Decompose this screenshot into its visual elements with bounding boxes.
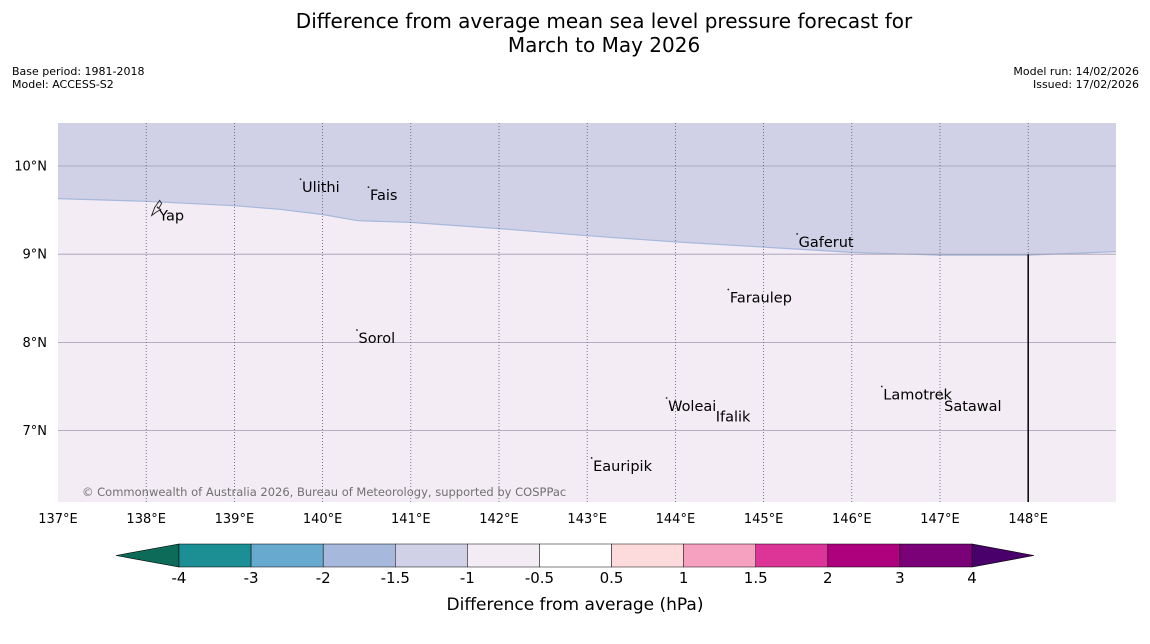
lat-tick-label: 8°N [23, 336, 48, 351]
lon-tick-label: 137°E [38, 512, 78, 527]
colorbar-tick-label: -1.5 [381, 569, 410, 587]
chart-title: Difference from average mean sea level p… [0, 9, 1150, 57]
yap-island-icon [150, 199, 163, 217]
colorbar-swatch [539, 543, 612, 568]
colorbar-title: Difference from average (hPa) [447, 595, 704, 615]
colorbar-tick-label: 0.5 [600, 569, 624, 587]
colorbar-swatch [467, 543, 540, 568]
colorbar-tick-label: -3 [244, 569, 259, 587]
place-marker [796, 233, 799, 235]
title-line-1: Difference from average mean sea level p… [295, 9, 913, 33]
place-label: Gaferut [799, 235, 854, 251]
colorbar-over-arrow [971, 543, 1035, 568]
lon-tick-label: 140°E [303, 512, 343, 527]
colorbar-tick-label: 3 [895, 569, 905, 587]
lon-tick-label: 145°E [744, 512, 784, 527]
place-marker [299, 178, 302, 181]
base-period: Base period: 1981-2018 [12, 65, 145, 78]
lon-tick-label: 141°E [391, 512, 431, 527]
issued-date: Issued: 17/02/2026 [1032, 78, 1139, 91]
lat-tick-label: 9°N [23, 248, 48, 263]
colorbar-tick-label: -0.5 [525, 569, 554, 587]
model-name: Model: ACCESS-S2 [12, 78, 114, 91]
lon-tick-label: 146°E [832, 512, 872, 527]
colorbar-tick-label: -2 [316, 569, 331, 587]
lon-tick-label: 139°E [215, 512, 255, 527]
colorbar-tick-label: 4 [967, 569, 977, 587]
colorbar-swatch [178, 543, 252, 568]
lon-tick-label: 142°E [479, 512, 519, 527]
place-marker [665, 397, 668, 399]
colorbar-swatch [611, 543, 684, 568]
place-label: Ulithi [302, 180, 340, 196]
place-marker [356, 329, 358, 331]
place-label: Fais [370, 188, 397, 204]
colorbar-tick-label: 1 [679, 569, 689, 587]
title-line-2: March to May 2026 [507, 33, 701, 57]
place-label: Faraulep [730, 290, 792, 306]
place-marker [367, 186, 370, 189]
meta-left: Base period: 1981-2018 Model: ACCESS-S2 [12, 65, 144, 91]
place-marker [727, 288, 730, 291]
place-label: Eauripik [593, 459, 652, 475]
place-label: Satawal [944, 399, 1001, 415]
colorbar-swatch [755, 543, 829, 568]
place-label: Ifalik [716, 410, 751, 426]
place-label: Sorol [358, 331, 395, 347]
place-label: Woleai [668, 399, 716, 415]
place-marker [713, 407, 716, 410]
lon-tick-label: 144°E [656, 512, 696, 527]
colorbar-swatch [322, 543, 396, 568]
lon-tick-label: 138°E [126, 512, 166, 527]
place-marker [590, 457, 593, 459]
place-label: Lamotrek [883, 388, 952, 404]
place-marker [156, 206, 159, 209]
lat-tick-label: 7°N [23, 424, 48, 439]
model-run: Model run: 14/02/2026 [1013, 65, 1139, 78]
place-marker [880, 385, 883, 388]
meta-right: Model run: 14/02/2026 Issued: 17/02/2026 [1013, 65, 1139, 91]
colorbar-swatch [827, 543, 901, 568]
lon-tick-label: 143°E [567, 512, 607, 527]
place-label: Yap [158, 208, 184, 224]
copyright-notice: © Commonwealth of Australia 2026, Bureau… [82, 485, 566, 499]
colorbar-swatch [899, 543, 973, 568]
colorbar-swatch [395, 543, 468, 568]
colorbar-swatch [683, 543, 756, 568]
colorbar-tick-label: -1 [460, 569, 475, 587]
colorbar-under-arrow [115, 543, 180, 568]
colorbar-tick-label: -4 [172, 569, 187, 587]
colorbar-tick-label: 1.5 [744, 569, 768, 587]
island-dot [941, 397, 943, 399]
lon-tick-label: 147°E [920, 512, 960, 527]
colorbar-swatch [250, 543, 324, 568]
lat-tick-label: 10°N [14, 160, 47, 175]
lon-tick-label: 148°E [1008, 512, 1048, 527]
colorbar-tick-label: 2 [823, 569, 833, 587]
